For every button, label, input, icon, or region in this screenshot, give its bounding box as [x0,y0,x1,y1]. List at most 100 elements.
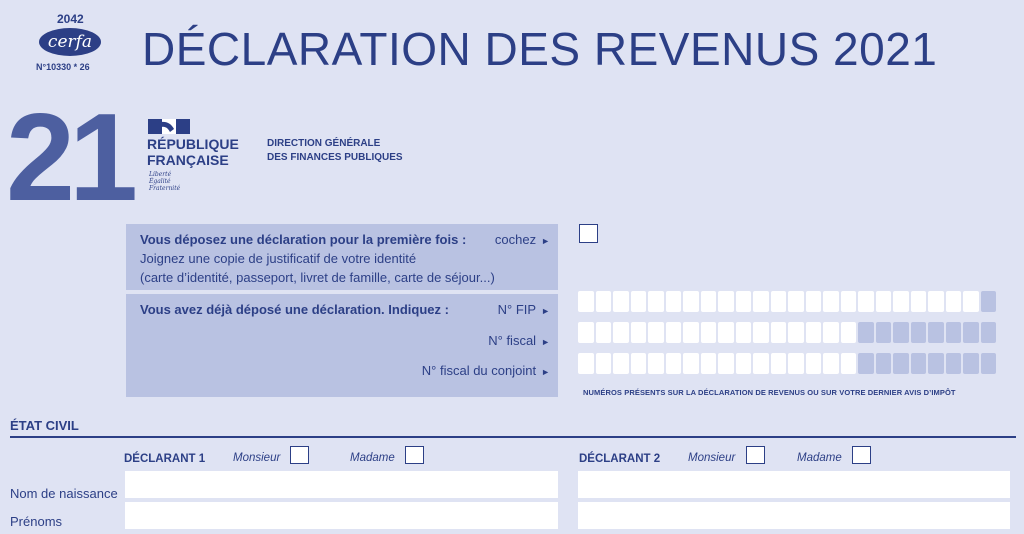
digit-cell[interactable] [910,291,926,312]
digit-cell[interactable] [823,322,839,343]
digit-cell[interactable] [648,291,664,312]
digit-cell[interactable] [980,322,996,343]
digit-cell[interactable] [630,322,646,343]
digit-cell[interactable] [788,353,804,374]
digit-cell[interactable] [858,353,874,374]
cerfa-logo: cerfa [39,28,101,56]
declarant-2-madame-label: Madame [797,452,842,464]
digit-cell[interactable] [578,322,594,343]
digit-cell[interactable] [630,291,646,312]
declarant-2-madame-checkbox[interactable] [852,446,871,464]
digit-cell[interactable] [683,353,699,374]
digit-cell[interactable] [893,322,909,343]
digit-cell[interactable] [735,291,751,312]
birth-name-label: Nom de naissance [10,486,118,501]
digit-cell[interactable] [858,322,874,343]
first-declaration-panel: Vous déposez une déclaration pour la pre… [126,224,558,290]
digit-cell[interactable] [805,322,821,343]
digit-cell[interactable] [700,353,716,374]
republic-motto: Liberté Égalité Fraternité [149,171,181,192]
digit-cell[interactable] [595,353,611,374]
declarant-1-madame-checkbox[interactable] [405,446,424,464]
digit-cell[interactable] [718,291,734,312]
digit-cell[interactable] [928,291,944,312]
digit-cell[interactable] [805,353,821,374]
digit-cell[interactable] [980,291,996,312]
dgfip-label: DIRECTION GÉNÉRALE DES FINANCES PUBLIQUE… [267,138,403,163]
digit-cell[interactable] [753,322,769,343]
digit-cell[interactable] [613,353,629,374]
digit-cell[interactable] [613,291,629,312]
digit-cell[interactable] [753,353,769,374]
digit-cell[interactable] [578,291,594,312]
digit-cell[interactable] [928,322,944,343]
digit-cell[interactable] [963,291,979,312]
digit-cell[interactable] [578,353,594,374]
digit-cell[interactable] [683,291,699,312]
digit-cell[interactable] [595,291,611,312]
digit-cell[interactable] [823,291,839,312]
digit-cell[interactable] [945,353,961,374]
fiscal-number-input[interactable] [578,322,996,343]
digit-cell[interactable] [893,291,909,312]
digit-cell[interactable] [875,353,891,374]
digit-cell[interactable] [945,291,961,312]
first-declaration-checkbox[interactable] [579,224,598,243]
etat-civil-heading: ÉTAT CIVIL [10,418,79,433]
digit-cell[interactable] [980,353,996,374]
digit-cell[interactable] [595,322,611,343]
digit-cell[interactable] [648,353,664,374]
digit-cell[interactable] [665,353,681,374]
digit-cell[interactable] [630,353,646,374]
digit-cell[interactable] [788,322,804,343]
digit-cell[interactable] [683,322,699,343]
digit-cell[interactable] [875,322,891,343]
digit-cell[interactable] [718,322,734,343]
digit-cell[interactable] [648,322,664,343]
declarant-1-first-names-field[interactable] [125,502,558,529]
digit-cell[interactable] [700,291,716,312]
declarant-1-monsieur-checkbox[interactable] [290,446,309,464]
digit-cell[interactable] [735,322,751,343]
declarant-1-birth-name-field[interactable] [125,471,558,498]
declarant-1-madame-label: Madame [350,452,395,464]
first-declaration-question: Vous déposez une déclaration pour la pre… [140,232,467,247]
digit-cell[interactable] [910,322,926,343]
digit-cell[interactable] [875,291,891,312]
digit-cell[interactable] [945,322,961,343]
declarant-2-first-names-field[interactable] [578,502,1010,529]
digit-cell[interactable] [893,353,909,374]
declarant-2-monsieur-label: Monsieur [688,452,736,464]
digit-cell[interactable] [840,322,856,343]
section-divider [10,436,1016,438]
digit-cell[interactable] [840,291,856,312]
digit-cell[interactable] [963,353,979,374]
digit-cell[interactable] [770,291,786,312]
digit-cell[interactable] [613,322,629,343]
digit-cell[interactable] [700,322,716,343]
digit-cell[interactable] [770,353,786,374]
digit-cell[interactable] [928,353,944,374]
digit-cell[interactable] [858,291,874,312]
declarant-2-monsieur-checkbox[interactable] [746,446,765,464]
digit-cell[interactable] [805,291,821,312]
digit-cell[interactable] [753,291,769,312]
digit-cell[interactable] [910,353,926,374]
digit-cell[interactable] [770,322,786,343]
fip-number-input[interactable] [578,291,996,312]
numbers-location-note: NUMÉROS PRÉSENTS SUR LA DÉCLARATION DE R… [583,388,956,397]
republique-francaise-label: RÉPUBLIQUE FRANÇAISE [147,136,239,168]
digit-cell[interactable] [665,322,681,343]
spouse-fiscal-number-input[interactable] [578,353,996,374]
declarant-2-birth-name-field[interactable] [578,471,1010,498]
declarant-1-monsieur-label: Monsieur [233,452,281,464]
digit-cell[interactable] [963,322,979,343]
digit-cell[interactable] [665,291,681,312]
cochez-instruction: cochez ► [494,232,550,247]
digit-cell[interactable] [735,353,751,374]
digit-cell[interactable] [823,353,839,374]
digit-cell[interactable] [788,291,804,312]
digit-cell[interactable] [840,353,856,374]
declarant-2-label: DÉCLARANT 2 [579,453,661,465]
digit-cell[interactable] [718,353,734,374]
